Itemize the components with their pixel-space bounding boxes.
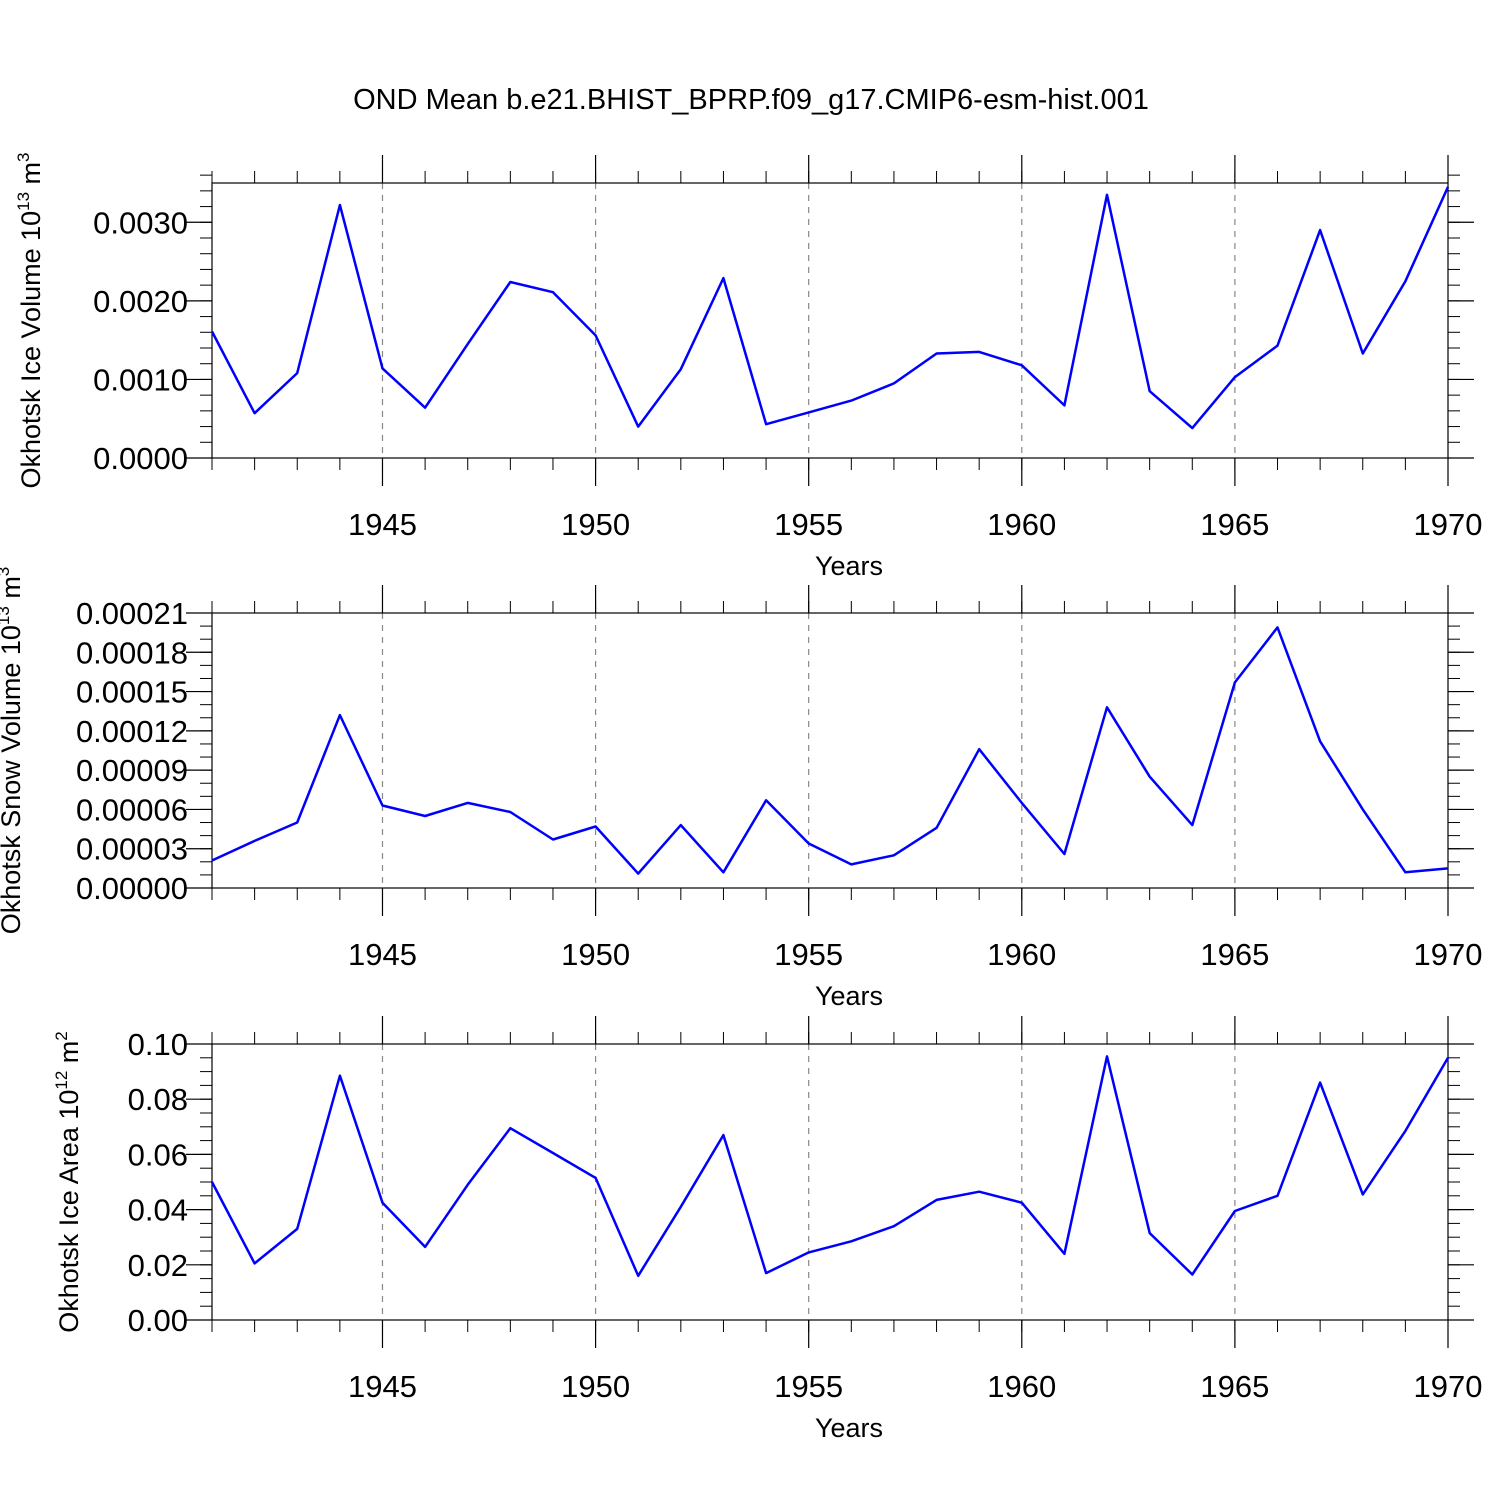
y-axis-label: Okhotsk Snow Volume 1013 m3 <box>0 567 26 935</box>
y-axis-label-exponent: 13 <box>0 606 13 625</box>
y-axis-label-unit-exponent: 3 <box>14 152 33 161</box>
x-tick-label: 1960 <box>987 507 1056 542</box>
y-tick-label: 0.00000 <box>76 871 188 906</box>
y-tick-label: 0.02 <box>128 1248 188 1283</box>
x-tick-label: 1955 <box>774 507 843 542</box>
y-axis-label: Okhotsk Ice Volume 1013 m3 <box>14 152 46 488</box>
x-tick-label: 1955 <box>774 937 843 972</box>
x-tick-label: 1965 <box>1200 937 1269 972</box>
y-tick-label: 0.00009 <box>76 753 188 788</box>
y-axis-label-text: Okhotsk Snow Volume 10 <box>0 625 26 934</box>
x-tick-label: 1950 <box>561 507 630 542</box>
y-axis-label-text: Okhotsk Ice Area 10 <box>54 1090 84 1333</box>
ice-volume-panel: 1945 1950 1955 1960 1965 1970 0.0000 0.0010 0.0… <box>14 152 1482 581</box>
y-axis-label-unit: m <box>0 576 26 606</box>
ice-area-panel: 1945 1950 1955 1960 1965 1970 0.00 0.02 0.04 0.0… <box>52 1016 1482 1443</box>
series-line-0 <box>210 1055 1450 1278</box>
y-axis-label: Okhotsk Ice Area 1012 m2 <box>52 1031 84 1333</box>
x-axis-label: Years <box>815 981 883 1011</box>
y-axis-label-text: Okhotsk Ice Volume 10 <box>16 211 46 489</box>
x-tick-label: 1945 <box>348 937 417 972</box>
x-tick-label: 1945 <box>348 1369 417 1404</box>
y-axis-label-unit-exponent: 2 <box>52 1031 71 1040</box>
y-tick-label: 0.00015 <box>76 675 188 710</box>
x-tick-label: 1970 <box>1414 507 1483 542</box>
y-tick-label: 0.06 <box>128 1137 188 1172</box>
series-line-0 <box>210 186 1450 430</box>
y-tick-label: 0.00 <box>128 1303 188 1338</box>
series-line-0 <box>211 626 1449 875</box>
y-tick-label: 0.00012 <box>76 714 188 749</box>
plot-frame <box>211 182 1449 459</box>
x-axis-label: Years <box>815 551 883 581</box>
y-tick-label: 0.00006 <box>76 792 188 827</box>
y-axis-label-unit-exponent: 3 <box>0 567 13 576</box>
y-axis-label-exponent: 12 <box>52 1071 71 1090</box>
snow-volume-panel: 1945 1950 1955 1960 1965 1970 0.00000 0.00003 0… <box>0 567 1482 1011</box>
x-tick-label: 1970 <box>1414 937 1483 972</box>
x-tick-label: 1965 <box>1200 507 1269 542</box>
y-tick-label: 0.04 <box>128 1193 188 1228</box>
y-tick-label: 0.0000 <box>93 441 188 476</box>
y-tick-label: 0.0030 <box>93 205 188 240</box>
x-axis-label: Years <box>815 1413 883 1443</box>
y-tick-label: 0.00021 <box>76 596 188 631</box>
y-tick-label: 0.0020 <box>93 284 188 319</box>
y-tick-label: 0.0010 <box>93 362 188 397</box>
x-tick-label: 1960 <box>987 937 1056 972</box>
y-tick-label: 0.00003 <box>76 832 188 867</box>
y-axis-label-unit: m <box>54 1041 84 1071</box>
x-tick-label: 1960 <box>987 1369 1056 1404</box>
y-axis-label-unit: m <box>16 162 46 192</box>
figure-title: OND Mean b.e21.BHIST_BPRP.f09_g17.CMIP6-… <box>353 84 1149 116</box>
x-tick-label: 1945 <box>348 507 417 542</box>
x-tick-label: 1970 <box>1414 1369 1483 1404</box>
x-tick-label: 1955 <box>774 1369 843 1404</box>
x-tick-label: 1950 <box>561 937 630 972</box>
plot-frame <box>211 612 1449 889</box>
y-tick-label: 0.08 <box>128 1082 188 1117</box>
x-tick-label: 1950 <box>561 1369 630 1404</box>
x-tick-label: 1965 <box>1200 1369 1269 1404</box>
y-tick-label: 0.10 <box>128 1027 188 1062</box>
y-axis-label-exponent: 13 <box>14 192 33 211</box>
y-tick-label: 0.00018 <box>76 635 188 670</box>
